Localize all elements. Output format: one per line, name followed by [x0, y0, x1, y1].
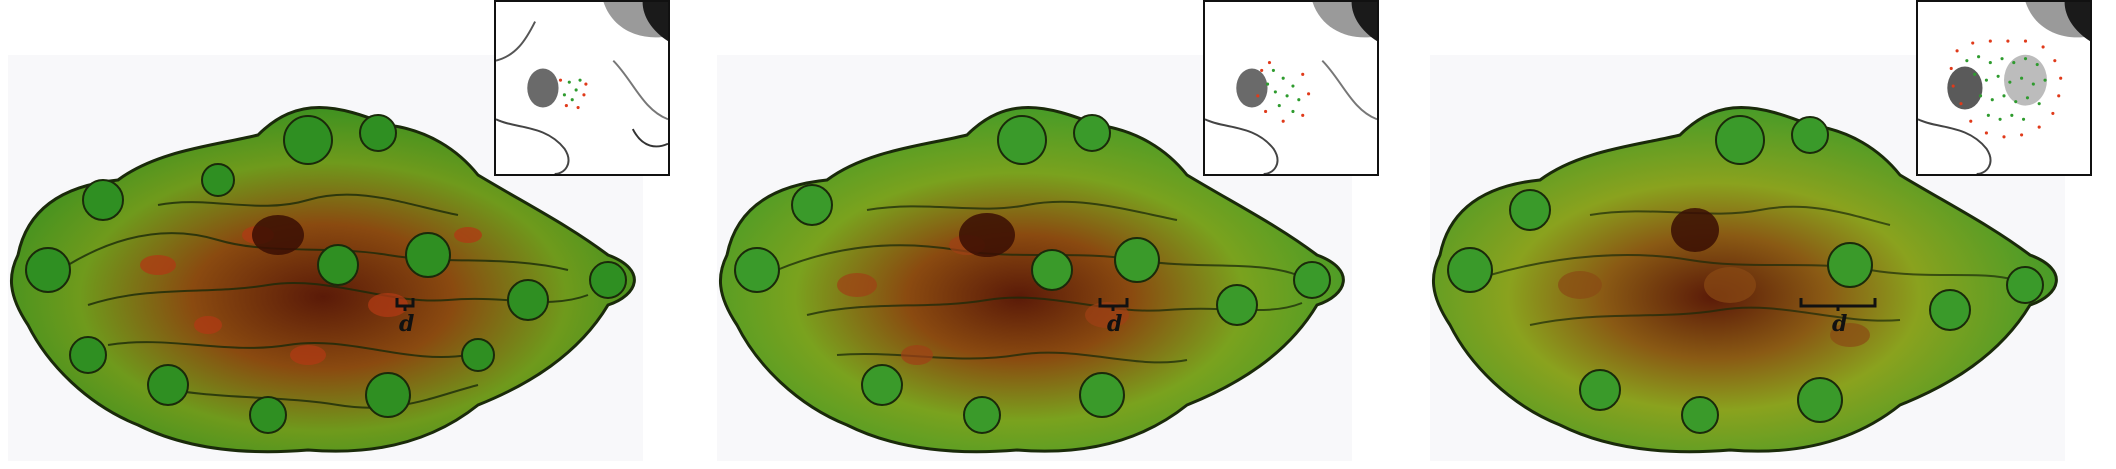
scale-label-1: d [399, 311, 415, 337]
molecular-surface-1 [9, 106, 636, 454]
scale-bar-1 [395, 298, 415, 311]
surface-panel-2: d [717, 0, 1379, 461]
inset-surface-3 [1918, 2, 2090, 174]
surface-panel-1: d [8, 0, 670, 461]
scale-label-2: d [1107, 311, 1123, 337]
inset-surface-2 [1205, 2, 1377, 174]
surface-panel-3: d [1430, 0, 2092, 461]
molecular-surface-3 [1431, 106, 2058, 454]
scale-bar-2 [1098, 298, 1129, 311]
scale-bar-3 [1799, 298, 1877, 311]
inset-1 [494, 0, 670, 176]
scale-label-3: d [1832, 311, 1848, 337]
inset-surface-1 [496, 2, 668, 174]
molecular-surface-2 [718, 106, 1345, 454]
inset-2 [1203, 0, 1379, 176]
inset-3 [1916, 0, 2092, 176]
